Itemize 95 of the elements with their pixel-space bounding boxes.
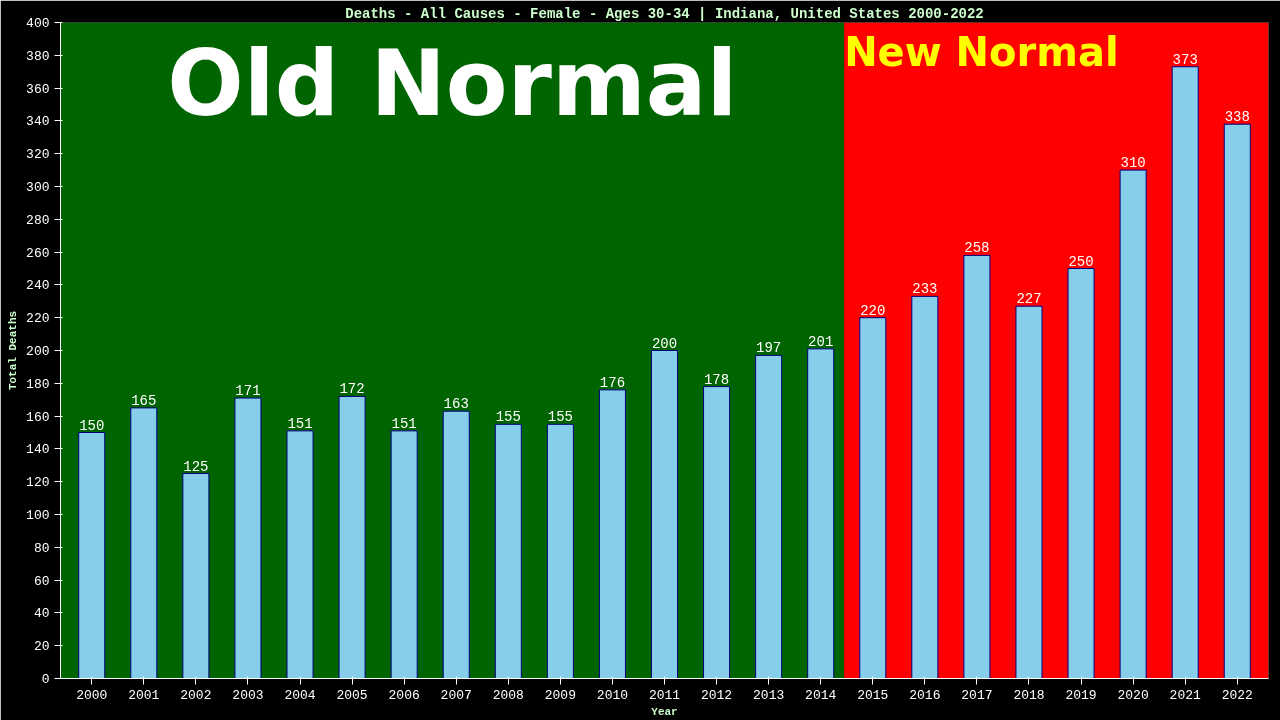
data-label: 227 xyxy=(1016,291,1042,308)
bar xyxy=(494,423,522,679)
y-axis-title: Total Deaths xyxy=(7,310,20,391)
bar xyxy=(442,410,470,679)
bar xyxy=(234,397,262,679)
bar xyxy=(703,386,731,679)
x-tick-label: 2018 xyxy=(1013,687,1045,703)
y-tick-label: 320 xyxy=(26,147,50,163)
x-tick-label: 2016 xyxy=(909,687,941,703)
y-tick-label: 20 xyxy=(33,639,50,655)
y-tick-label: 140 xyxy=(26,442,50,458)
y-tick-label: 400 xyxy=(26,16,50,31)
bar xyxy=(650,350,679,679)
bar xyxy=(598,389,626,679)
x-tick-label: 2011 xyxy=(648,687,681,703)
x-tick-label: 2015 xyxy=(857,687,889,703)
x-tick-label: 2004 xyxy=(284,687,316,703)
bar xyxy=(1067,268,1095,679)
data-label: 373 xyxy=(1172,51,1198,68)
x-tick-label: 2005 xyxy=(336,687,368,703)
bar xyxy=(911,295,939,679)
x-tick-label: 2010 xyxy=(596,687,629,703)
x-tick-label: 2000 xyxy=(76,687,108,703)
bar xyxy=(182,473,210,679)
chart-title: Deaths - All Causes - Female - Ages 30-34 | Indiana, United States 2000-2022 xyxy=(345,5,984,22)
x-tick-label: 2006 xyxy=(388,687,420,703)
bar xyxy=(1171,66,1199,679)
bar xyxy=(1119,169,1147,679)
x-tick-label: 2008 xyxy=(492,687,524,703)
x-tick-label: 2014 xyxy=(805,687,837,703)
data-label: 197 xyxy=(756,340,782,357)
x-tick-label: 2019 xyxy=(1065,687,1097,703)
y-tick-label: 0 xyxy=(41,672,50,687)
x-tick-label: 2020 xyxy=(1117,687,1149,703)
data-label: 165 xyxy=(131,392,157,409)
data-label: 171 xyxy=(235,383,261,400)
data-label: 155 xyxy=(495,409,521,426)
bar xyxy=(390,430,418,679)
y-tick-label: 200 xyxy=(26,344,50,359)
y-tick-label: 160 xyxy=(26,409,50,425)
bar xyxy=(1015,305,1043,679)
x-tick-label: 2021 xyxy=(1169,687,1201,703)
bar xyxy=(1223,123,1251,679)
bar xyxy=(78,432,106,679)
bar xyxy=(859,317,887,679)
data-label: 258 xyxy=(964,240,990,257)
x-tick-label: 2002 xyxy=(180,687,212,703)
data-label: 310 xyxy=(1120,155,1146,172)
data-label: 151 xyxy=(391,415,417,432)
x-tick-label: 2013 xyxy=(753,687,785,703)
y-tick-label: 100 xyxy=(26,508,50,523)
y-tick-label: 340 xyxy=(26,114,50,130)
y-tick-label: 220 xyxy=(26,311,50,327)
y-tick-label: 180 xyxy=(26,376,50,392)
x-tick-label: 2007 xyxy=(440,687,472,703)
data-label: 150 xyxy=(79,417,105,434)
y-tick-label: 300 xyxy=(26,180,50,195)
band-label: Old Normal xyxy=(167,30,738,136)
bar xyxy=(963,254,991,679)
bar xyxy=(546,423,574,679)
bar xyxy=(755,354,783,679)
y-tick-label: 60 xyxy=(33,573,50,589)
data-label: 178 xyxy=(703,371,730,388)
x-tick-label: 2022 xyxy=(1221,687,1253,703)
x-tick-label: 2009 xyxy=(544,687,576,703)
y-tick-label: 80 xyxy=(33,540,50,556)
data-label: 338 xyxy=(1224,109,1250,126)
data-label: 155 xyxy=(547,409,573,426)
x-tick-label: 2003 xyxy=(232,687,264,703)
y-tick-label: 280 xyxy=(26,212,50,228)
data-label: 151 xyxy=(287,415,313,432)
data-label: 250 xyxy=(1068,253,1094,270)
y-tick-label: 240 xyxy=(26,278,50,294)
y-tick-label: 260 xyxy=(26,245,50,261)
data-label: 200 xyxy=(651,335,678,352)
y-tick-label: 120 xyxy=(26,475,50,491)
data-label: 220 xyxy=(860,302,886,319)
data-label: 201 xyxy=(808,333,834,350)
x-tick-label: 2001 xyxy=(128,687,160,703)
y-tick-label: 380 xyxy=(26,48,50,64)
band-label: New Normal xyxy=(844,28,1119,75)
data-label: 172 xyxy=(339,381,365,398)
bar xyxy=(338,395,366,679)
x-tick-label: 2012 xyxy=(700,687,733,703)
x-axis-title: Year xyxy=(651,705,678,718)
bar xyxy=(130,407,158,679)
y-tick-label: 360 xyxy=(26,81,50,97)
data-label: 163 xyxy=(443,396,469,413)
bar xyxy=(807,348,835,679)
y-tick-label: 40 xyxy=(33,606,50,622)
x-tick-label: 2017 xyxy=(961,687,993,703)
data-label: 176 xyxy=(599,374,626,391)
bar xyxy=(286,430,314,679)
data-label: 125 xyxy=(183,458,209,475)
data-label: 233 xyxy=(912,281,938,298)
